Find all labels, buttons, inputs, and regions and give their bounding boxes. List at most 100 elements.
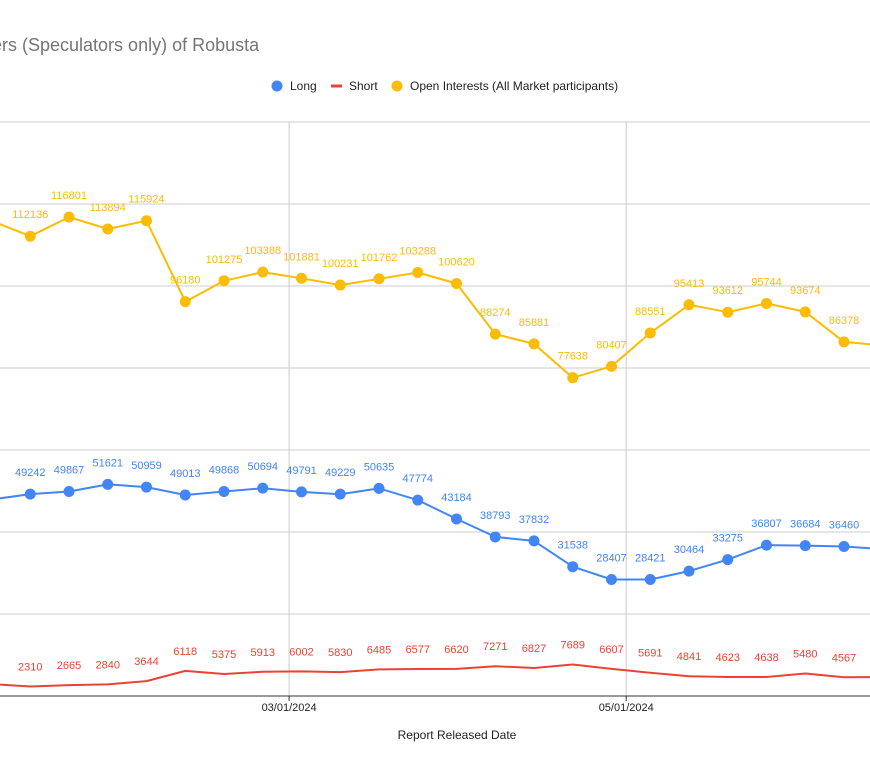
data-point[interactable]	[334, 488, 346, 500]
data-label: 93674	[790, 285, 821, 297]
data-point[interactable]	[528, 338, 540, 350]
data-point[interactable]	[451, 513, 462, 525]
data-point[interactable]	[179, 296, 191, 308]
data-point[interactable]	[722, 306, 734, 318]
data-label: 5480	[793, 649, 817, 661]
data-label: 103388	[244, 245, 281, 257]
data-label: 88551	[635, 306, 666, 318]
data-point[interactable]	[63, 211, 75, 223]
data-label: 77638	[557, 351, 588, 363]
data-point[interactable]	[644, 573, 656, 585]
data-label: 88274	[480, 307, 511, 319]
data-point[interactable]	[412, 267, 424, 279]
data-point[interactable]	[799, 540, 811, 552]
series-open: 0311213611680111389411592496180101275103…	[0, 190, 870, 384]
data-label: 93612	[712, 285, 743, 297]
data-label: 30464	[674, 544, 705, 556]
gridlines	[0, 121, 870, 697]
data-label: 4638	[754, 652, 778, 664]
data-point[interactable]	[683, 299, 695, 311]
data-point[interactable]	[528, 535, 540, 547]
data-label: 49013	[170, 468, 201, 480]
series-line	[0, 483, 870, 581]
data-point[interactable]	[451, 277, 462, 289]
data-point[interactable]	[489, 328, 501, 340]
data-label: 100231	[322, 258, 359, 270]
data-point[interactable]	[63, 486, 75, 498]
data-label: 49791	[286, 465, 317, 477]
series-long: 3649242498675162150959490134986850694497…	[0, 457, 870, 586]
data-label: 50959	[131, 460, 162, 472]
data-label: 5691	[638, 648, 662, 660]
x-tick-label: 03/01/2024	[262, 702, 317, 714]
data-label: 5830	[328, 647, 352, 659]
data-label: 86378	[829, 315, 860, 327]
data-label: 37832	[519, 514, 550, 526]
data-point[interactable]	[567, 561, 579, 573]
data-point[interactable]	[296, 272, 307, 284]
data-point[interactable]	[373, 482, 385, 494]
data-point[interactable]	[838, 541, 850, 553]
legend-item[interactable]: Long	[271, 79, 317, 93]
data-label: 95413	[674, 278, 705, 290]
data-label: 6118	[173, 646, 197, 658]
data-label: 6827	[522, 643, 546, 655]
data-label: 113894	[90, 202, 126, 214]
data-label: 50635	[364, 461, 395, 473]
data-point[interactable]	[218, 486, 230, 498]
data-point[interactable]	[24, 488, 36, 500]
data-point[interactable]	[141, 215, 152, 227]
data-label: 6607	[599, 644, 623, 656]
data-point[interactable]	[722, 554, 734, 566]
data-point[interactable]	[761, 539, 772, 551]
data-point[interactable]	[334, 279, 346, 291]
data-point[interactable]	[761, 297, 772, 309]
data-point[interactable]	[606, 360, 617, 372]
data-point[interactable]	[373, 273, 385, 285]
legend[interactable]: Long Short Open Interests (All Market part…	[271, 79, 619, 93]
data-point[interactable]	[489, 531, 501, 543]
data-point[interactable]	[24, 230, 36, 242]
data-point[interactable]	[179, 489, 191, 501]
legend-label: Open Interests (All Market participants)	[410, 79, 618, 93]
data-point[interactable]	[412, 494, 424, 506]
data-point[interactable]	[296, 486, 307, 498]
data-point[interactable]	[606, 574, 617, 586]
legend-label: Long	[290, 79, 317, 93]
data-point[interactable]	[838, 336, 850, 348]
legend-item[interactable]: Short	[331, 79, 378, 93]
data-point[interactable]	[257, 266, 269, 278]
data-point[interactable]	[141, 481, 152, 493]
data-label: 4623	[716, 652, 740, 664]
data-label: 2665	[57, 660, 81, 672]
data-label: 49868	[209, 465, 240, 477]
data-label: 6577	[406, 644, 430, 656]
legend-item[interactable]: Open Interests (All Market participants)	[391, 79, 619, 93]
data-label: 5913	[251, 647, 275, 659]
data-label: 116801	[51, 190, 87, 202]
data-label: 36460	[829, 520, 860, 532]
data-label: 4567	[832, 652, 856, 664]
data-label: 101275	[206, 254, 243, 266]
data-point[interactable]	[102, 478, 114, 490]
data-label: 3644	[134, 656, 158, 668]
data-point[interactable]	[644, 327, 656, 339]
data-label: 112136	[12, 209, 48, 221]
data-point[interactable]	[257, 482, 269, 494]
data-point[interactable]	[102, 223, 114, 235]
data-label: 47774	[402, 473, 433, 485]
legend-swatch-dot	[271, 80, 283, 92]
data-point[interactable]	[683, 565, 695, 577]
data-label: 101762	[361, 252, 398, 264]
data-label: 49229	[325, 467, 356, 479]
series-short: 0231026652840364461185375591360025830648…	[0, 639, 870, 688]
x-axis-label: Report Released Date	[398, 728, 517, 742]
data-point[interactable]	[218, 275, 230, 287]
data-point[interactable]	[799, 306, 811, 318]
chart-title: ers (Speculators only) of Robusta	[0, 35, 260, 55]
data-label: 33275	[712, 533, 743, 545]
data-label: 7271	[483, 641, 507, 653]
data-point[interactable]	[567, 372, 579, 384]
data-label: 38793	[480, 510, 511, 522]
